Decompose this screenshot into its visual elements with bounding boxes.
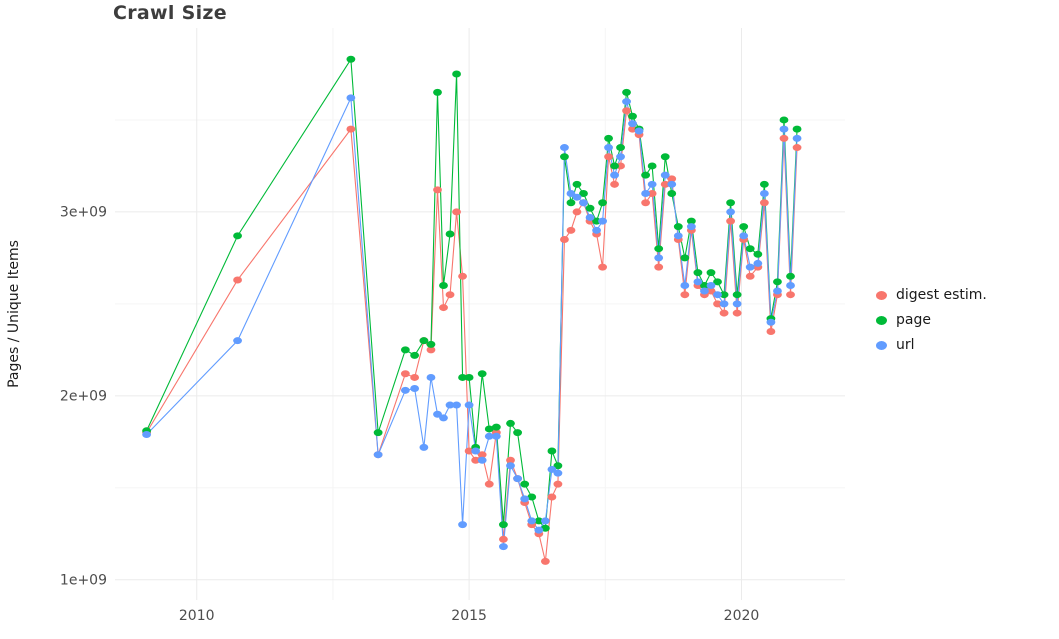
svg-text:2015: 2015 <box>451 608 487 624</box>
legend-item-page: page <box>876 312 987 328</box>
svg-text:3e+09: 3e+09 <box>60 204 107 220</box>
legend-label: digest estim. <box>896 287 987 303</box>
digest-series-dot-icon <box>876 290 887 300</box>
url-series-dot-icon <box>876 340 887 350</box>
y-axis-title: Pages / Unique Items <box>6 240 22 388</box>
svg-text:2e+09: 2e+09 <box>60 388 107 404</box>
svg-text:1e+09: 1e+09 <box>60 572 107 588</box>
legend-item-url: url <box>876 337 987 353</box>
chart-title: Crawl Size <box>113 2 227 24</box>
svg-text:2020: 2020 <box>724 608 760 624</box>
page-series-dot-icon <box>876 315 887 325</box>
svg-text:2010: 2010 <box>179 608 215 624</box>
legend: digest estim. page url <box>876 287 987 353</box>
legend-label: page <box>896 312 931 328</box>
legend-label: url <box>896 337 915 353</box>
legend-item-digest: digest estim. <box>876 287 987 303</box>
